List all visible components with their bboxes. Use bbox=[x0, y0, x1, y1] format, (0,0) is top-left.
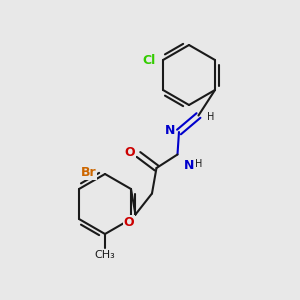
Text: O: O bbox=[123, 216, 134, 229]
Text: H: H bbox=[196, 159, 203, 169]
Text: N: N bbox=[184, 159, 194, 172]
Text: Br: Br bbox=[80, 166, 96, 179]
Text: Cl: Cl bbox=[142, 53, 155, 67]
Text: N: N bbox=[165, 124, 175, 137]
Text: H: H bbox=[208, 112, 215, 122]
Text: CH₃: CH₃ bbox=[94, 250, 116, 260]
Text: O: O bbox=[125, 146, 136, 160]
